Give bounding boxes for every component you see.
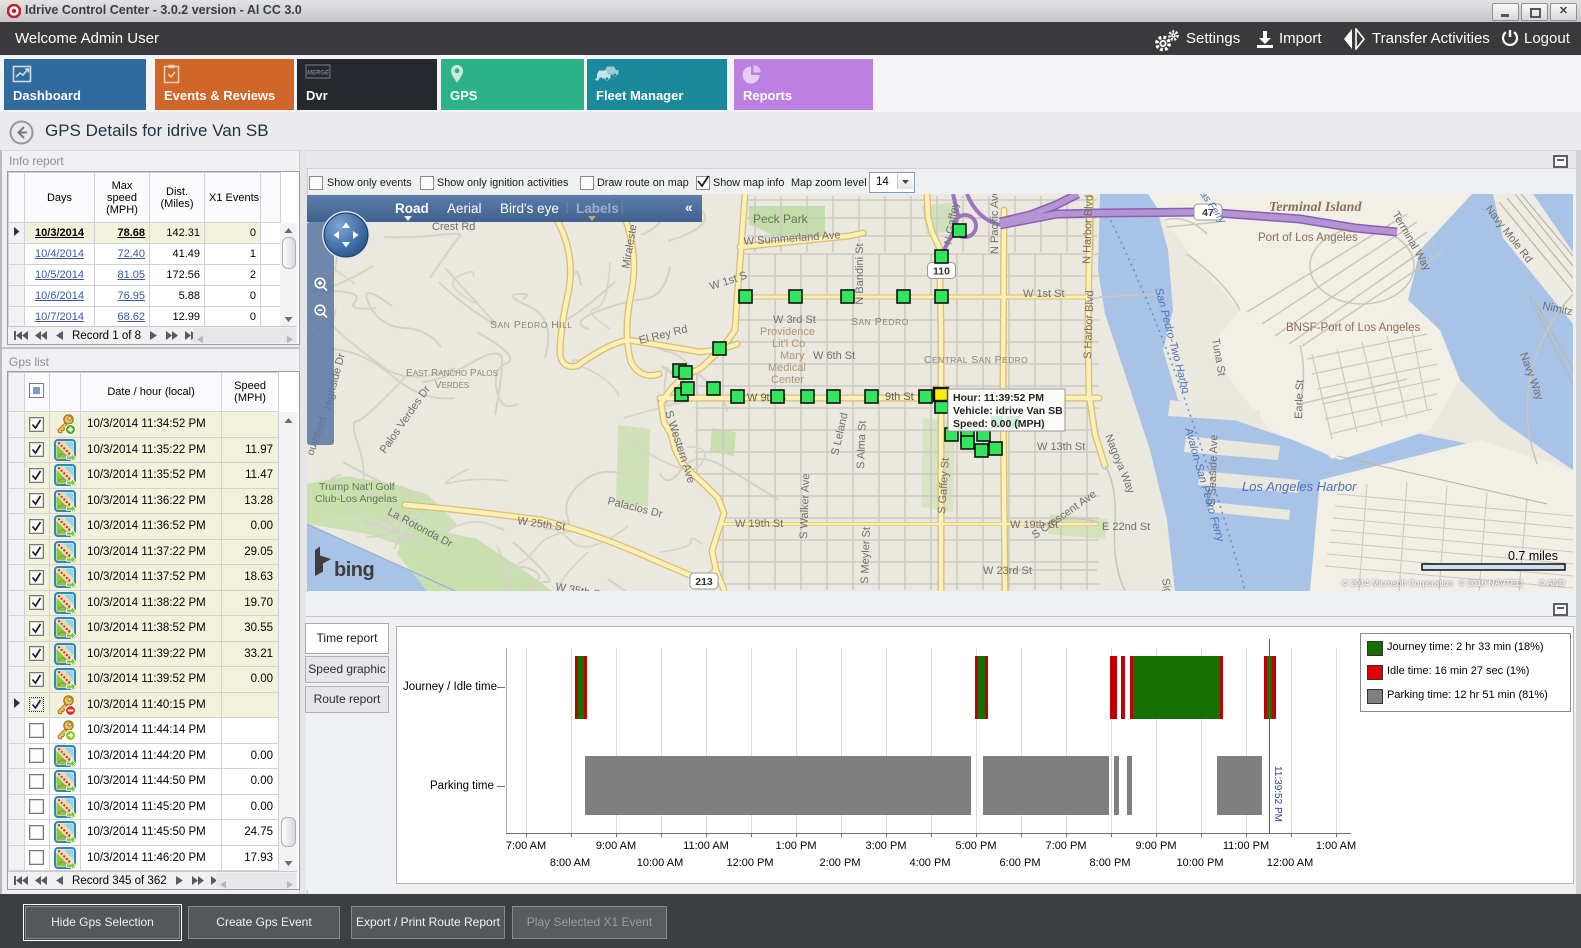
svg-text:S Gaffey St: S Gaffey St — [936, 457, 952, 514]
svg-text:Club-Los Angelas: Club-Los Angelas — [315, 493, 397, 505]
svg-text:SAN PEDRO: SAN PEDRO — [851, 316, 909, 328]
svg-text:S Seaside Ave: S Seaside Ave — [1206, 434, 1220, 506]
svg-text:W 13th St: W 13th St — [1037, 441, 1085, 453]
svg-text:W 35th S: W 35th S — [554, 581, 601, 591]
svg-text:Speed: 0.00 (MPH): Speed: 0.00 (MPH) — [953, 418, 1045, 430]
svg-text:Sign: Sign — [1159, 577, 1175, 591]
svg-text:«: « — [685, 200, 693, 215]
svg-text:VERDES: VERDES — [435, 380, 469, 391]
svg-text:© 2010 NAVTEQ: © 2010 NAVTEQ — [1459, 578, 1524, 588]
svg-text:BNSF-Port of Los Angeles: BNSF-Port of Los Angeles — [1286, 322, 1420, 334]
svg-text:SAN PEDRO HILL: SAN PEDRO HILL — [490, 319, 573, 331]
svg-text:W 1st St: W 1st St — [1023, 288, 1065, 300]
svg-text:bing: bing — [334, 559, 374, 581]
svg-text:W 19th St: W 19th St — [1010, 519, 1058, 531]
svg-text:Port of Los Angeles: Port of Los Angeles — [1258, 232, 1358, 244]
svg-text:S Alma St: S Alma St — [855, 420, 869, 469]
svg-text:S Walker Ave: S Walker Ave — [798, 473, 812, 539]
svg-text:W 6th St: W 6th St — [813, 350, 855, 362]
svg-text:Peck Park: Peck Park — [753, 212, 809, 226]
svg-text:W 3rd St: W 3rd St — [773, 314, 816, 326]
svg-text:S Harbor Blvd: S Harbor Blvd — [1082, 290, 1096, 359]
svg-text:W 23rd St: W 23rd St — [983, 565, 1032, 577]
svg-text:Center: Center — [771, 374, 804, 386]
svg-text:S Meyler St: S Meyler St — [859, 527, 873, 584]
svg-text:Labels: Labels — [576, 201, 619, 216]
svg-text:Trump Nat'l Golf: Trump Nat'l Golf — [319, 481, 395, 493]
svg-text:Aerial: Aerial — [447, 201, 482, 216]
svg-text:9th St: 9th St — [885, 391, 914, 403]
svg-text:Crest Rd: Crest Rd — [432, 221, 475, 233]
svg-text:Mary: Mary — [780, 350, 805, 362]
svg-text:Medical: Medical — [768, 362, 806, 374]
svg-text:N Bandini St: N Bandini St — [854, 243, 866, 304]
svg-text:© AND: © AND — [1539, 578, 1565, 588]
svg-text:Road: Road — [395, 201, 429, 216]
svg-text:Terminal Island: Terminal Island — [1269, 200, 1362, 215]
svg-text:213: 213 — [695, 576, 713, 588]
svg-text:Bird's eye: Bird's eye — [500, 201, 559, 216]
svg-text:Los Angeles Harbor: Los Angeles Harbor — [1242, 479, 1357, 494]
svg-text:© 2014 Microsoft Corporation: © 2014 Microsoft Corporation — [1342, 578, 1453, 588]
svg-text:MERGE: MERGE — [307, 71, 330, 77]
svg-text:Vehicle: idrive Van SB: Vehicle: idrive Van SB — [953, 405, 1063, 417]
svg-text:Hour: 11:39:52 PM: Hour: 11:39:52 PM — [953, 392, 1044, 404]
svg-text:Providence: Providence — [760, 326, 815, 338]
svg-text:Lit'l Co: Lit'l Co — [772, 338, 805, 350]
svg-text:110: 110 — [933, 265, 950, 277]
svg-text:N Pacific Ave: N Pacific Ave — [989, 194, 1001, 254]
svg-text:CENTRAL SAN PEDRO: CENTRAL SAN PEDRO — [924, 354, 1028, 366]
svg-text:0.7 miles: 0.7 miles — [1508, 549, 1558, 563]
svg-text:N Harbor Blvd: N Harbor Blvd — [1081, 195, 1095, 264]
svg-text:Earle St: Earle St — [1293, 380, 1306, 420]
svg-text:W 19th St: W 19th St — [735, 518, 783, 530]
svg-text:E 22nd St: E 22nd St — [1102, 521, 1150, 533]
svg-text:EAST RANCHO PALOS: EAST RANCHO PALOS — [406, 368, 498, 379]
svg-text:47: 47 — [1202, 207, 1214, 219]
